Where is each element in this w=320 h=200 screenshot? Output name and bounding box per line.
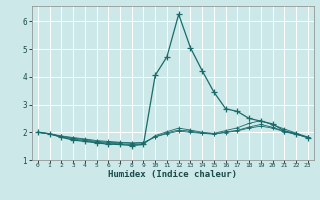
X-axis label: Humidex (Indice chaleur): Humidex (Indice chaleur): [108, 170, 237, 179]
